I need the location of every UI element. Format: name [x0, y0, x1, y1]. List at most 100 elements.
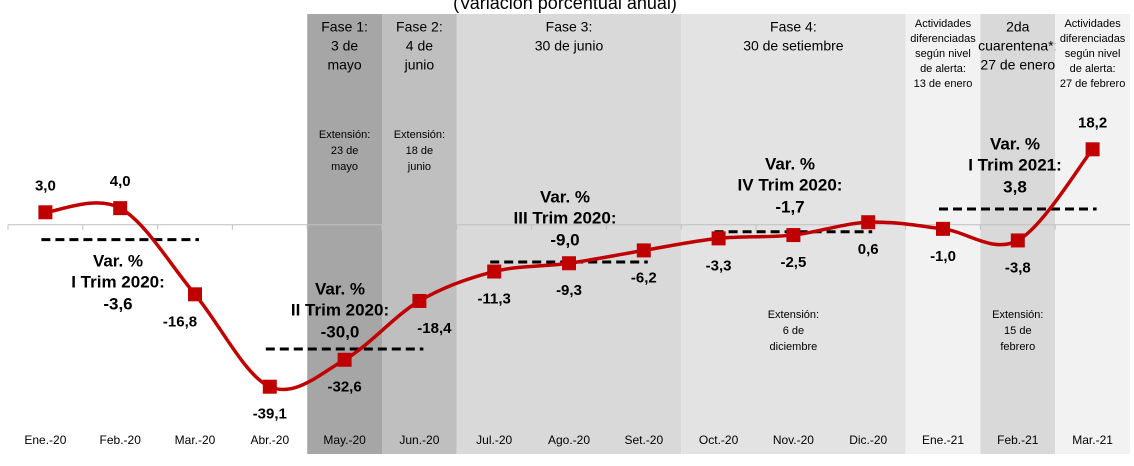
quarter-label: I Trim 2021:	[968, 155, 1062, 174]
phase-extension: 23 de	[331, 145, 359, 157]
quarter-name: Var. %	[540, 187, 590, 206]
value-label: -18,4	[417, 320, 452, 337]
marker	[1085, 142, 1100, 157]
x-tick-label: Abr.-20	[250, 433, 289, 447]
quarter-value-label: 3,8	[1003, 177, 1027, 196]
phase-label: cuarentena*:	[978, 38, 1057, 54]
phase-label: Actividades	[915, 18, 972, 30]
phase-extension: 6 de	[783, 325, 804, 337]
value-label: -32,6	[327, 379, 361, 396]
phase-label: 13 de enero	[914, 78, 973, 90]
quarter-label: IV Trim 2020:	[738, 175, 843, 194]
phase-label: junio	[404, 57, 435, 73]
x-tick-label: May.-20	[323, 433, 366, 447]
marker	[711, 231, 726, 246]
value-label: -1,0	[930, 248, 956, 265]
value-label: -2,5	[780, 254, 806, 271]
x-tick-label: Jul.-20	[476, 433, 512, 447]
phase-label: 30 de setiembre	[743, 38, 844, 54]
value-label: -11,3	[478, 290, 511, 307]
phase-label: según nivel	[1065, 48, 1121, 60]
phase-label: Fase 1:	[321, 19, 368, 35]
value-label: 18,2	[1078, 114, 1107, 131]
line	[45, 148, 1094, 392]
phase-label: diferenciadas	[910, 33, 976, 45]
phase-extension: Extensión:	[992, 309, 1043, 321]
marker	[786, 228, 801, 243]
quarter-label: II Trim 2020:	[291, 300, 389, 319]
phase-extension: Extensión:	[319, 129, 370, 141]
phase-label: Actividades	[1064, 18, 1121, 30]
quarter-name: Var. %	[315, 279, 365, 298]
x-tick-label: Nov.-20	[773, 433, 814, 447]
phase-label: 27 de enero	[980, 57, 1055, 73]
x-tick-label: Set.-20	[624, 433, 663, 447]
x-tick-label: Mar.-21	[1072, 433, 1113, 447]
phase-label: de alerta:	[1070, 63, 1116, 75]
x-tick-label: Ene.-21	[922, 433, 964, 447]
phase-label: diferenciadas	[1060, 33, 1126, 45]
phase-extension: Extensión:	[394, 129, 445, 141]
value-label: -6,2	[631, 269, 657, 286]
quarter-name: Var. %	[765, 154, 815, 173]
phase-label: 30 de junio	[535, 38, 604, 54]
x-tick-label: Ene.-20	[24, 433, 66, 447]
x-tick-label: Jun.-20	[399, 433, 439, 447]
marker	[936, 221, 950, 236]
phase-band	[307, 14, 382, 454]
phase-label: 2da	[1006, 19, 1030, 35]
phase-label: 3 de	[331, 38, 358, 54]
quarter-name: Var. %	[990, 134, 1040, 153]
x-tick-label: Feb.-21	[997, 433, 1039, 447]
marker	[337, 352, 352, 367]
chart-subtitle: (Variación porcentual anual)	[453, 0, 677, 13]
x-tick-label: Mar.-20	[175, 433, 216, 447]
quarter-value-label: -9,0	[550, 230, 579, 249]
quarter-value-label: -30,0	[321, 322, 360, 341]
phase-label: según nivel	[915, 48, 971, 60]
phase-extension: junio	[407, 161, 431, 173]
phase-band	[456, 14, 682, 454]
marker	[636, 243, 651, 258]
quarter-label: III Trim 2020:	[514, 208, 617, 227]
marker	[113, 201, 128, 216]
marker	[1010, 233, 1025, 248]
value-label: 4,0	[110, 173, 131, 190]
value-label: 0,6	[858, 241, 879, 258]
phase-extension: Extensión:	[768, 309, 819, 321]
phase-label: Fase 3:	[546, 19, 593, 35]
value-label: -9,3	[556, 282, 582, 299]
x-tick-label: Dic.-20	[849, 433, 887, 447]
phase-label: 27 de febrero	[1060, 78, 1125, 90]
value-label: -39,1	[253, 406, 287, 423]
phase-label: Fase 2:	[396, 19, 443, 35]
marker	[262, 379, 277, 394]
phase-band	[382, 14, 457, 454]
phase-extension: mayo	[331, 161, 358, 173]
phase-label: mayo	[327, 57, 361, 73]
marker	[38, 205, 53, 220]
marker	[487, 264, 502, 279]
x-tick-label: Oct.-20	[699, 433, 739, 447]
phase-extension: febrero	[1000, 341, 1035, 353]
phase-label: Fase 4:	[770, 19, 817, 35]
marker	[861, 215, 876, 230]
value-label: -3,8	[1005, 259, 1031, 276]
phase-extension: 18 de	[406, 145, 434, 157]
quarter-value-label: -3,6	[103, 294, 132, 313]
marker	[412, 293, 427, 308]
quarter-label: I Trim 2020:	[71, 272, 165, 291]
value-label: -3,3	[706, 257, 732, 274]
value-label: -16,8	[163, 313, 197, 330]
quarter-name: Var. %	[93, 251, 143, 270]
marker	[562, 256, 576, 271]
phase-label: de alerta:	[920, 63, 966, 75]
phase-extension: 15 de	[1004, 325, 1032, 337]
quarter-value-label: -1,7	[775, 197, 804, 216]
x-tick-label: Ago.-20	[548, 433, 590, 447]
value-label: 3,0	[35, 177, 56, 194]
phase-extension: diciembre	[770, 341, 818, 353]
marker	[188, 287, 202, 302]
